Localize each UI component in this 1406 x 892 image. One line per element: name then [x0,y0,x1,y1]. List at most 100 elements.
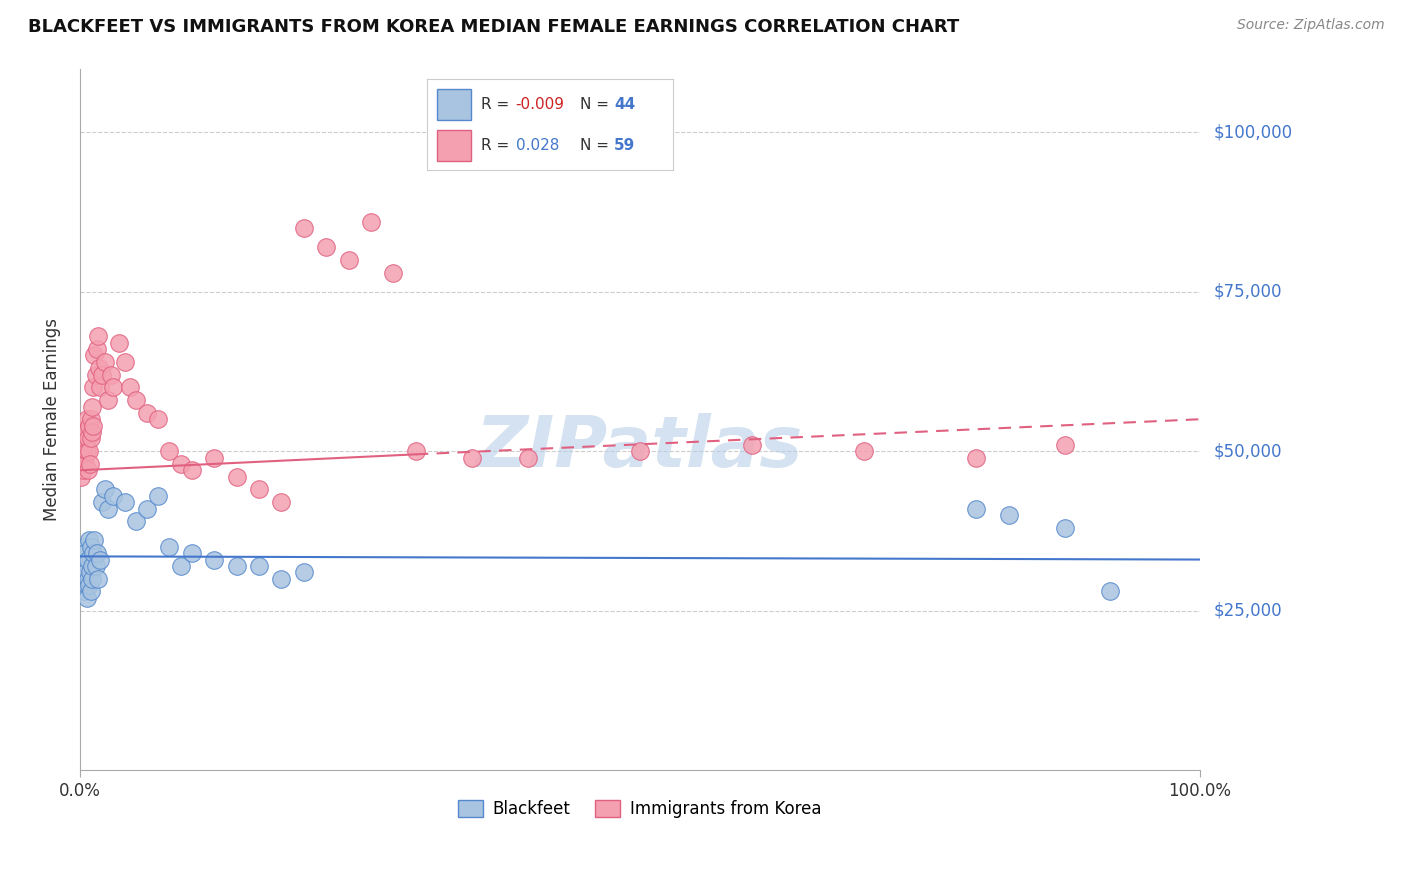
Immigrants from Korea [73,450,96,465]
Blackfeet [79,566,101,580]
Blackfeet [169,558,191,573]
Blackfeet [80,572,103,586]
Blackfeet [125,514,148,528]
Immigrants from Korea [148,412,170,426]
Immigrants from Korea [169,457,191,471]
Blackfeet [84,558,107,573]
Immigrants from Korea [292,221,315,235]
Text: $75,000: $75,000 [1213,283,1282,301]
Blackfeet [180,546,202,560]
Immigrants from Korea [82,400,104,414]
Blackfeet [965,501,987,516]
Blackfeet [75,566,97,580]
Immigrants from Korea [405,444,427,458]
Immigrants from Korea [100,368,122,382]
Blackfeet [87,572,110,586]
Immigrants from Korea [103,380,125,394]
Immigrants from Korea [337,252,360,267]
Immigrants from Korea [180,463,202,477]
Immigrants from Korea [72,463,94,477]
Immigrants from Korea [97,393,120,408]
Immigrants from Korea [79,431,101,445]
Blackfeet [998,508,1021,522]
Immigrants from Korea [79,457,101,471]
Blackfeet [86,546,108,560]
Immigrants from Korea [125,393,148,408]
Immigrants from Korea [741,438,763,452]
Immigrants from Korea [70,469,93,483]
Immigrants from Korea [93,355,115,369]
Immigrants from Korea [628,444,651,458]
Blackfeet [89,552,111,566]
Blackfeet [1098,584,1121,599]
Blackfeet [76,578,98,592]
Immigrants from Korea [108,335,131,350]
Immigrants from Korea [315,240,337,254]
Immigrants from Korea [516,450,538,465]
Blackfeet [79,578,101,592]
Blackfeet [73,584,96,599]
Immigrants from Korea [202,450,225,465]
Immigrants from Korea [76,431,98,445]
Immigrants from Korea [87,329,110,343]
Immigrants from Korea [114,355,136,369]
Blackfeet [77,533,100,548]
Immigrants from Korea [89,380,111,394]
Blackfeet [292,566,315,580]
Blackfeet [70,552,93,566]
Immigrants from Korea [360,214,382,228]
Immigrants from Korea [965,450,987,465]
Text: Source: ZipAtlas.com: Source: ZipAtlas.com [1237,18,1385,32]
Blackfeet [202,552,225,566]
Immigrants from Korea [83,349,105,363]
Immigrants from Korea [225,469,247,483]
Blackfeet [159,540,181,554]
Immigrants from Korea [80,425,103,439]
Blackfeet [82,546,104,560]
Blackfeet [70,558,93,573]
Immigrants from Korea [87,361,110,376]
Blackfeet [75,546,97,560]
Immigrants from Korea [82,380,104,394]
Immigrants from Korea [72,444,94,458]
Legend: Blackfeet, Immigrants from Korea: Blackfeet, Immigrants from Korea [451,793,828,825]
Blackfeet [73,540,96,554]
Blackfeet [76,591,98,605]
Blackfeet [270,572,292,586]
Immigrants from Korea [77,463,100,477]
Immigrants from Korea [75,438,97,452]
Blackfeet [76,572,98,586]
Immigrants from Korea [86,342,108,356]
Immigrants from Korea [136,406,159,420]
Immigrants from Korea [76,412,98,426]
Text: $50,000: $50,000 [1213,442,1282,460]
Text: ZIPatlas: ZIPatlas [477,413,803,482]
Blackfeet [79,584,101,599]
Immigrants from Korea [382,266,405,280]
Immigrants from Korea [247,483,270,497]
Immigrants from Korea [73,457,96,471]
Immigrants from Korea [461,450,484,465]
Blackfeet [77,552,100,566]
Immigrants from Korea [852,444,875,458]
Blackfeet [148,489,170,503]
Text: $25,000: $25,000 [1213,601,1282,620]
Blackfeet [82,558,104,573]
Immigrants from Korea [159,444,181,458]
Immigrants from Korea [76,444,98,458]
Immigrants from Korea [91,368,114,382]
Immigrants from Korea [77,418,100,433]
Immigrants from Korea [80,412,103,426]
Blackfeet [80,540,103,554]
Immigrants from Korea [82,418,104,433]
Immigrants from Korea [120,380,142,394]
Blackfeet [103,489,125,503]
Immigrants from Korea [79,444,101,458]
Immigrants from Korea [270,495,292,509]
Blackfeet [1054,521,1077,535]
Blackfeet [93,483,115,497]
Immigrants from Korea [84,368,107,382]
Blackfeet [97,501,120,516]
Blackfeet [83,533,105,548]
Text: $100,000: $100,000 [1213,123,1292,141]
